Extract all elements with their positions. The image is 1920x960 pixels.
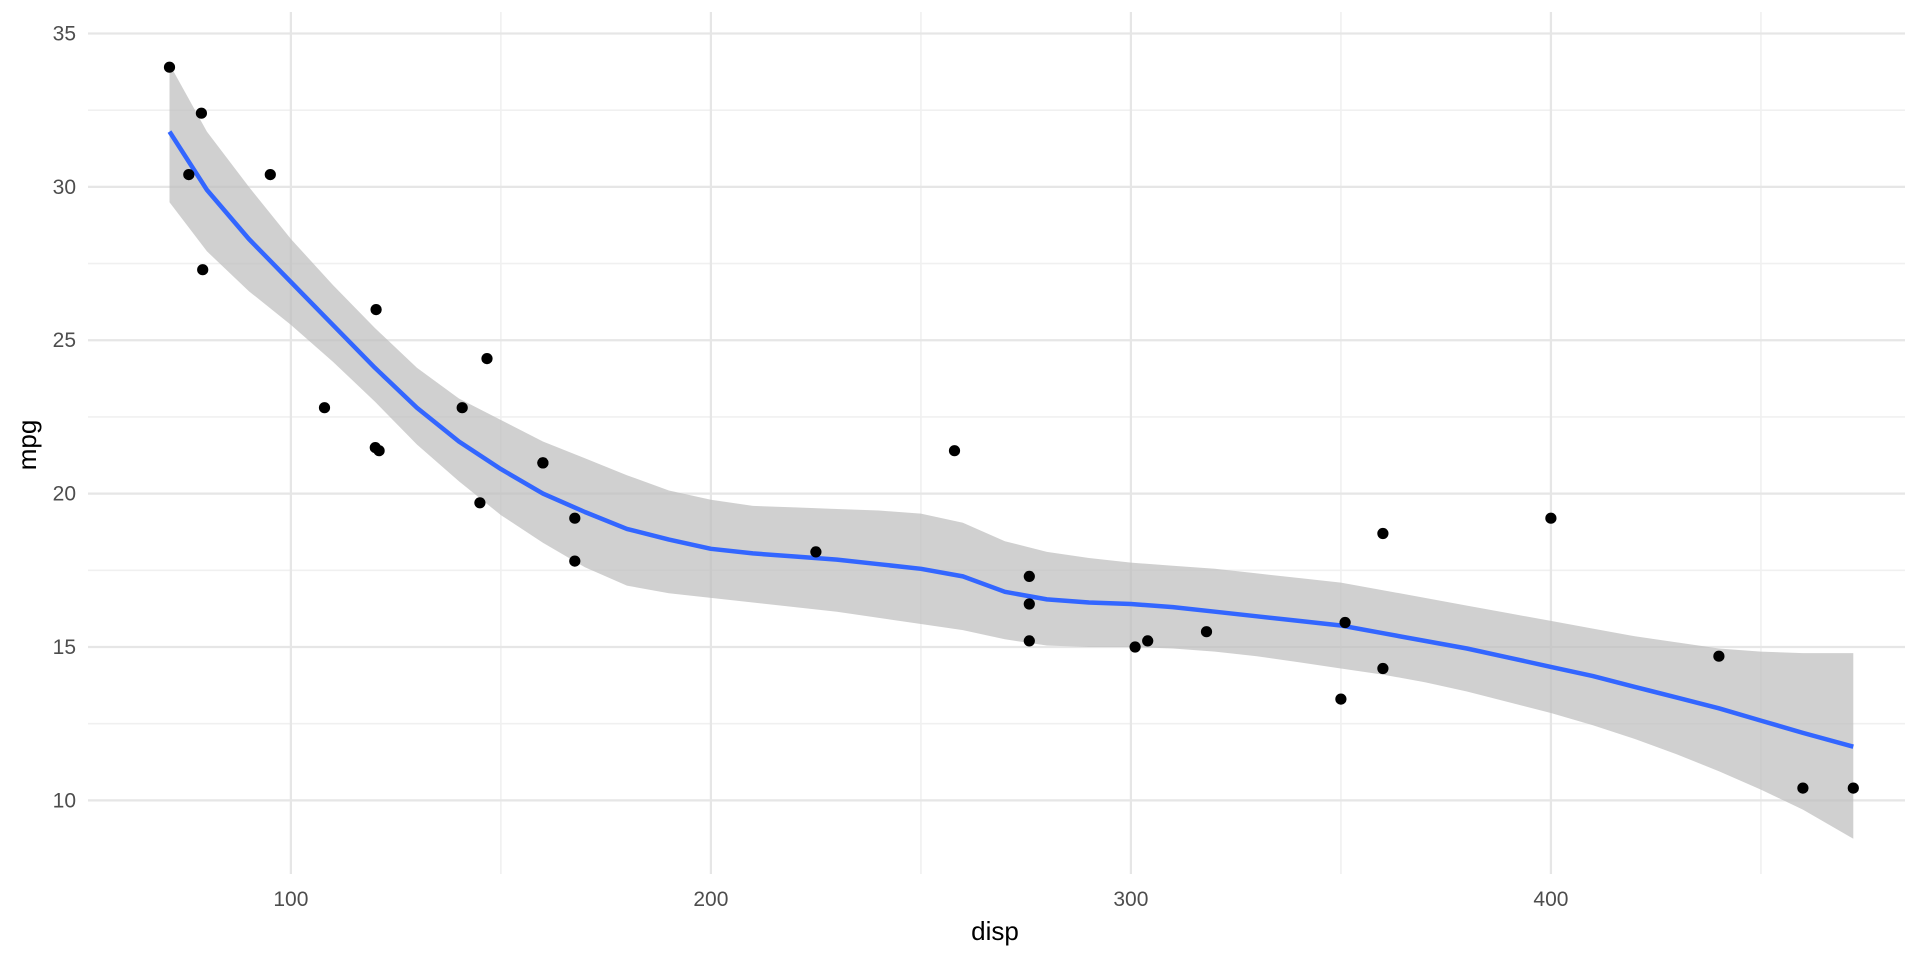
x-tick-label: 400: [1533, 888, 1568, 911]
data-point: [1023, 570, 1035, 583]
data-point: [195, 107, 207, 119]
data-point: [948, 445, 961, 457]
points-layer: [163, 61, 1859, 794]
data-point: [183, 169, 195, 181]
y-tick-label: 20: [53, 483, 76, 506]
data-point: [537, 457, 549, 469]
data-point: [1339, 616, 1351, 629]
data-point: [1847, 782, 1859, 794]
data-point: [1200, 626, 1213, 638]
data-point: [474, 497, 486, 509]
grid-minor: [88, 12, 1905, 874]
data-point: [569, 512, 581, 524]
data-point: [1142, 635, 1154, 647]
data-point: [569, 555, 581, 567]
smooth-line-layer: [167, 130, 1854, 749]
confidence-ribbon-layer: [169, 64, 1854, 839]
data-point: [1129, 641, 1141, 653]
smooth-line: [167, 130, 1854, 749]
confidence-ribbon: [169, 64, 1854, 839]
data-point: [163, 61, 176, 73]
data-point: [481, 353, 493, 365]
data-point: [456, 402, 468, 414]
y-tick-label: 10: [53, 789, 76, 812]
y-tick-label: 30: [53, 176, 76, 199]
x-tick-label: 100: [273, 888, 308, 911]
data-point: [810, 546, 822, 558]
data-point: [1023, 598, 1035, 610]
data-point: [318, 402, 331, 414]
data-point: [370, 304, 382, 316]
y-axis-tick-labels: 10 15 20 25 30 35: [53, 22, 76, 812]
data-point: [1713, 650, 1725, 662]
x-axis-tick-labels: 100 200 300 400: [273, 888, 1568, 911]
data-point: [264, 169, 276, 181]
data-point: [197, 264, 209, 276]
x-tick-label: 200: [693, 888, 728, 911]
y-tick-label: 35: [53, 22, 76, 45]
data-point: [1545, 512, 1557, 524]
x-axis-title: disp: [971, 916, 1019, 946]
y-tick-label: 15: [53, 636, 76, 659]
data-point: [1377, 527, 1389, 540]
x-tick-label: 300: [1113, 888, 1148, 911]
y-tick-label: 25: [53, 329, 76, 352]
y-axis-title: mpg: [12, 420, 42, 471]
grid-major: [88, 12, 1905, 874]
data-point: [1377, 662, 1389, 675]
data-point: [1797, 782, 1809, 794]
data-point: [1023, 635, 1035, 647]
data-point: [1335, 693, 1347, 705]
data-point: [373, 445, 385, 457]
